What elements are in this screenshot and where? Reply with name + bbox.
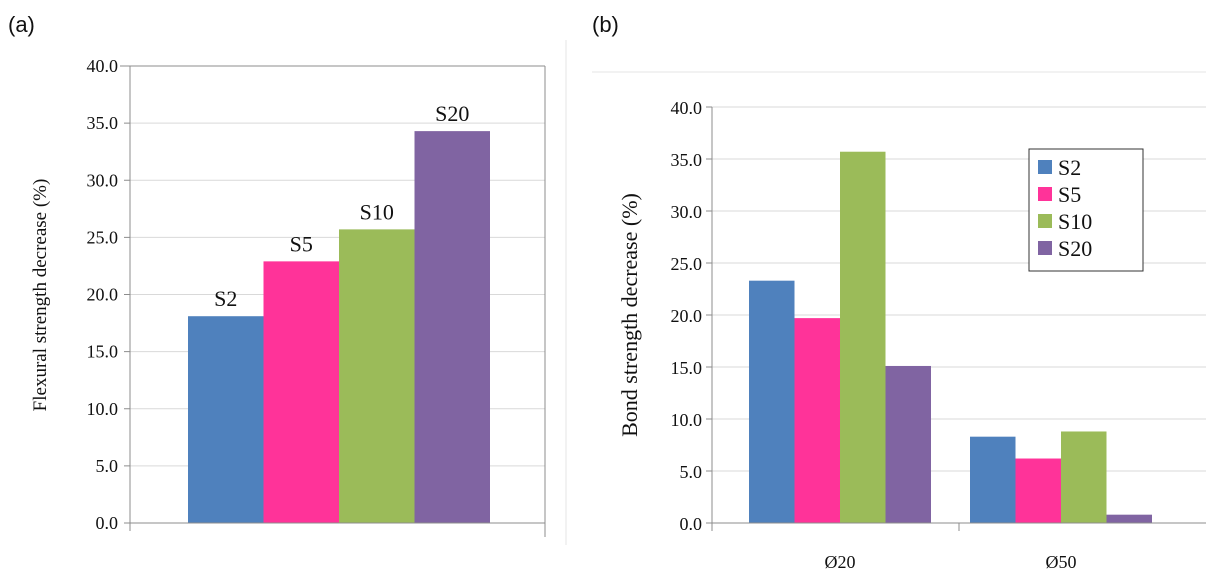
y-tick-label: 25.0	[671, 254, 703, 274]
panel-b-ylabel: Bond strength decrease (%)	[617, 193, 642, 437]
y-tick-label: 15.0	[671, 358, 703, 378]
y-tick-label: 30.0	[671, 202, 703, 222]
panel-a-label: (a)	[8, 12, 35, 37]
panel-a-bar-labels: S2 S5 S10 S20	[214, 101, 469, 311]
y-tick-label: 40.0	[87, 56, 119, 76]
x-tick-label: Ø50	[1046, 552, 1077, 572]
panel-b-label: (b)	[592, 12, 619, 37]
bar-s10-d50	[1061, 431, 1107, 523]
bar-s20	[414, 131, 490, 523]
y-tick-label: 5.0	[96, 456, 119, 476]
panel-b-y-ticks: 0.0 5.0 10.0 15.0 20.0 25.0 30.0 35.0 40.0	[671, 98, 712, 534]
bar-s10-d20	[840, 151, 886, 523]
bar-data-label: S20	[435, 101, 469, 126]
bar-s2-d20	[749, 280, 795, 523]
y-tick-label: 10.0	[671, 410, 703, 430]
bar-data-label: S5	[290, 231, 313, 256]
bar-data-label: S2	[214, 286, 237, 311]
y-tick-label: 30.0	[87, 170, 119, 190]
panel-a-bars	[188, 131, 490, 523]
y-tick-label: 20.0	[87, 285, 119, 305]
y-tick-label: 40.0	[671, 98, 703, 118]
bar-s20-d50	[1106, 514, 1152, 523]
y-tick-label: 25.0	[87, 227, 119, 247]
panel-a-y-ticks: 0.0 5.0 10.0 15.0 20.0 25.0 30.0 35.0 40.0	[87, 56, 130, 533]
y-tick-label: 20.0	[671, 306, 703, 326]
bar-s2-d50	[970, 436, 1016, 523]
legend-label-s5: S5	[1058, 182, 1081, 207]
y-tick-label: 35.0	[671, 150, 703, 170]
legend-label-s20: S20	[1058, 236, 1092, 261]
legend-label-s10: S10	[1058, 209, 1092, 234]
panel-b-x-ticks: Ø20 Ø50	[711, 523, 1077, 572]
bar-s5-d50	[1015, 458, 1061, 523]
y-tick-label: 10.0	[87, 399, 119, 419]
legend-swatch-s10	[1038, 214, 1052, 228]
y-tick-label: 5.0	[680, 462, 703, 482]
bar-s5	[263, 261, 339, 523]
legend-label-s2: S2	[1058, 155, 1081, 180]
y-tick-label: 35.0	[87, 113, 119, 133]
panel-b-bars	[749, 151, 1152, 523]
panel-a-ylabel: Flexural strength decrease (%)	[30, 179, 51, 412]
panel-b: (b) Bond strength decrease (%) 0.0 5.0 10.…	[592, 12, 1206, 572]
legend-swatch-s5	[1038, 187, 1052, 201]
x-tick-label: Ø20	[825, 552, 856, 572]
bar-s20-d20	[885, 365, 931, 523]
bar-s10	[339, 229, 415, 523]
y-tick-label: 0.0	[96, 513, 119, 533]
bar-s2	[188, 316, 264, 523]
legend-swatch-s2	[1038, 160, 1052, 174]
panel-a: (a) Flexural strength decrease (%) 0.0 5.…	[8, 12, 546, 537]
y-tick-label: 15.0	[87, 342, 119, 362]
bar-data-label: S10	[360, 199, 394, 224]
y-tick-label: 0.0	[680, 514, 703, 534]
bar-s5-d20	[794, 318, 840, 523]
legend-swatch-s20	[1038, 241, 1052, 255]
